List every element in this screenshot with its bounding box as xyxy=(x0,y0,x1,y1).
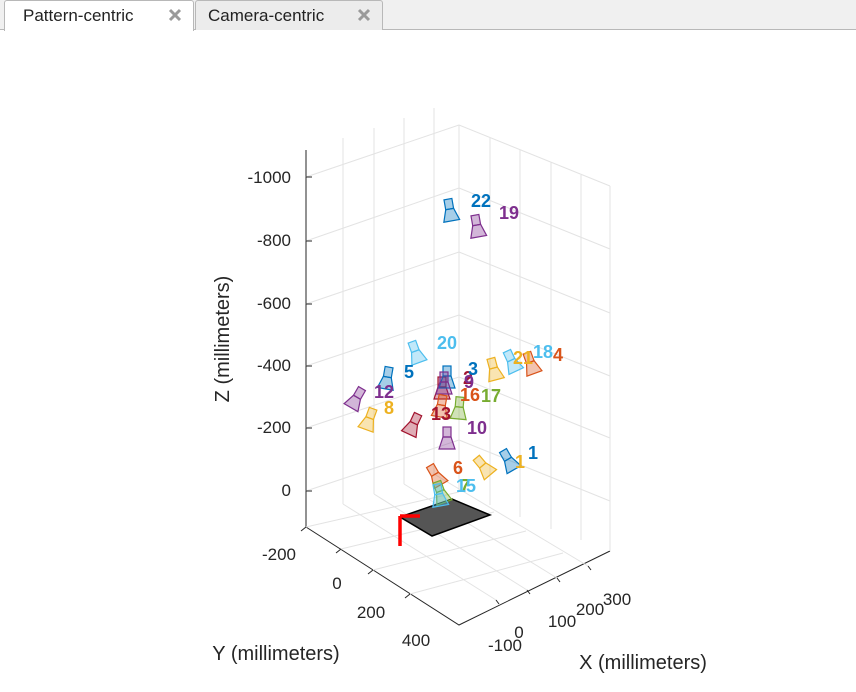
camera-label: 16 xyxy=(460,385,480,405)
x-tick-labels: -100 0 100 200 300 xyxy=(488,590,631,655)
z-tick-label: -600 xyxy=(257,294,291,313)
camera-label: 1 xyxy=(528,443,538,463)
z-tick-label: -1000 xyxy=(248,168,291,187)
x-tick-label: 0 xyxy=(514,623,523,642)
tab-bar: Pattern-centric Camera-centric xyxy=(0,0,856,31)
z-tick-label: -200 xyxy=(257,418,291,437)
x-tick-label: -100 xyxy=(488,636,522,655)
camera-marker-18 xyxy=(502,348,525,376)
x-axis-label: X (millimeters) xyxy=(579,652,707,674)
tab-camera-centric[interactable]: Camera-centric xyxy=(195,0,383,30)
camera-marker-21 xyxy=(486,356,506,383)
y-tick-label: 0 xyxy=(332,574,341,593)
y-tick-labels: -200 0 200 400 xyxy=(262,545,430,650)
camera-marker-1 xyxy=(498,447,522,475)
camera-markers xyxy=(343,197,543,508)
z-axis-label: Z (millimeters) xyxy=(212,276,234,403)
camera-marker-1 xyxy=(472,454,498,481)
camera-label: 6 xyxy=(453,458,463,478)
camera-label: 7 xyxy=(460,476,470,496)
tab-pattern-centric[interactable]: Pattern-centric xyxy=(4,0,194,31)
camera-marker-12 xyxy=(343,385,367,413)
camera-marker-19 xyxy=(470,213,488,239)
camera-label: 1 xyxy=(515,452,525,472)
camera-marker-16 xyxy=(430,393,448,419)
camera-marker-13 xyxy=(400,411,423,439)
z-tick-labels: -1000 -800 -600 -400 -200 0 xyxy=(248,168,291,500)
camera-marker-10 xyxy=(438,426,456,450)
camera-label: 9 xyxy=(464,372,474,392)
camera-label: 10 xyxy=(467,418,487,438)
camera-label: 15 xyxy=(456,476,476,496)
camera-label: 5 xyxy=(404,362,414,382)
camera-label: 17 xyxy=(481,386,501,406)
extrinsics-3d-plot[interactable]: -1000 -800 -600 -400 -200 0 -200 0 200 4… xyxy=(0,31,856,692)
x-tick-label: 200 xyxy=(576,600,604,619)
tab-label: Pattern-centric xyxy=(23,6,134,25)
axis-ticks xyxy=(300,176,592,605)
camera-label: 2 xyxy=(463,368,473,388)
camera-marker-9 xyxy=(435,371,453,395)
camera-label: 8 xyxy=(384,398,394,418)
camera-marker-15 xyxy=(432,482,450,508)
camera-label: 4 xyxy=(553,345,563,365)
camera-label: 22 xyxy=(471,191,491,211)
camera-marker-4 xyxy=(522,350,543,377)
y-tick-label: 200 xyxy=(357,603,385,622)
camera-label: 20 xyxy=(437,333,457,353)
checkerboard-plane xyxy=(398,498,493,537)
camera-marker-17 xyxy=(449,396,467,421)
y-axis-label: Y (millimeters) xyxy=(212,643,339,665)
tab-label: Camera-centric xyxy=(208,6,325,25)
camera-marker-8 xyxy=(357,406,378,433)
close-icon[interactable] xyxy=(167,7,183,23)
grid-lines xyxy=(305,108,611,601)
camera-label: 12 xyxy=(374,382,394,402)
calibration-pattern xyxy=(398,498,493,546)
camera-label: 21 xyxy=(513,348,533,368)
camera-label: 13 xyxy=(431,404,451,424)
axes-box xyxy=(305,150,611,626)
z-tick-label: 0 xyxy=(282,481,291,500)
camera-marker-5 xyxy=(376,365,394,391)
camera-label: 3 xyxy=(468,359,478,379)
z-tick-label: -400 xyxy=(257,356,291,375)
camera-marker-22 xyxy=(443,197,461,223)
z-tick-label: -800 xyxy=(257,231,291,250)
y-tick-label: -200 xyxy=(262,545,296,564)
x-tick-label: 100 xyxy=(548,612,576,631)
camera-marker-20 xyxy=(407,339,428,366)
x-tick-label: 300 xyxy=(603,590,631,609)
camera-label: 18 xyxy=(533,342,553,362)
y-tick-label: 400 xyxy=(402,631,430,650)
close-icon[interactable] xyxy=(356,7,372,23)
camera-label: 19 xyxy=(499,203,519,223)
